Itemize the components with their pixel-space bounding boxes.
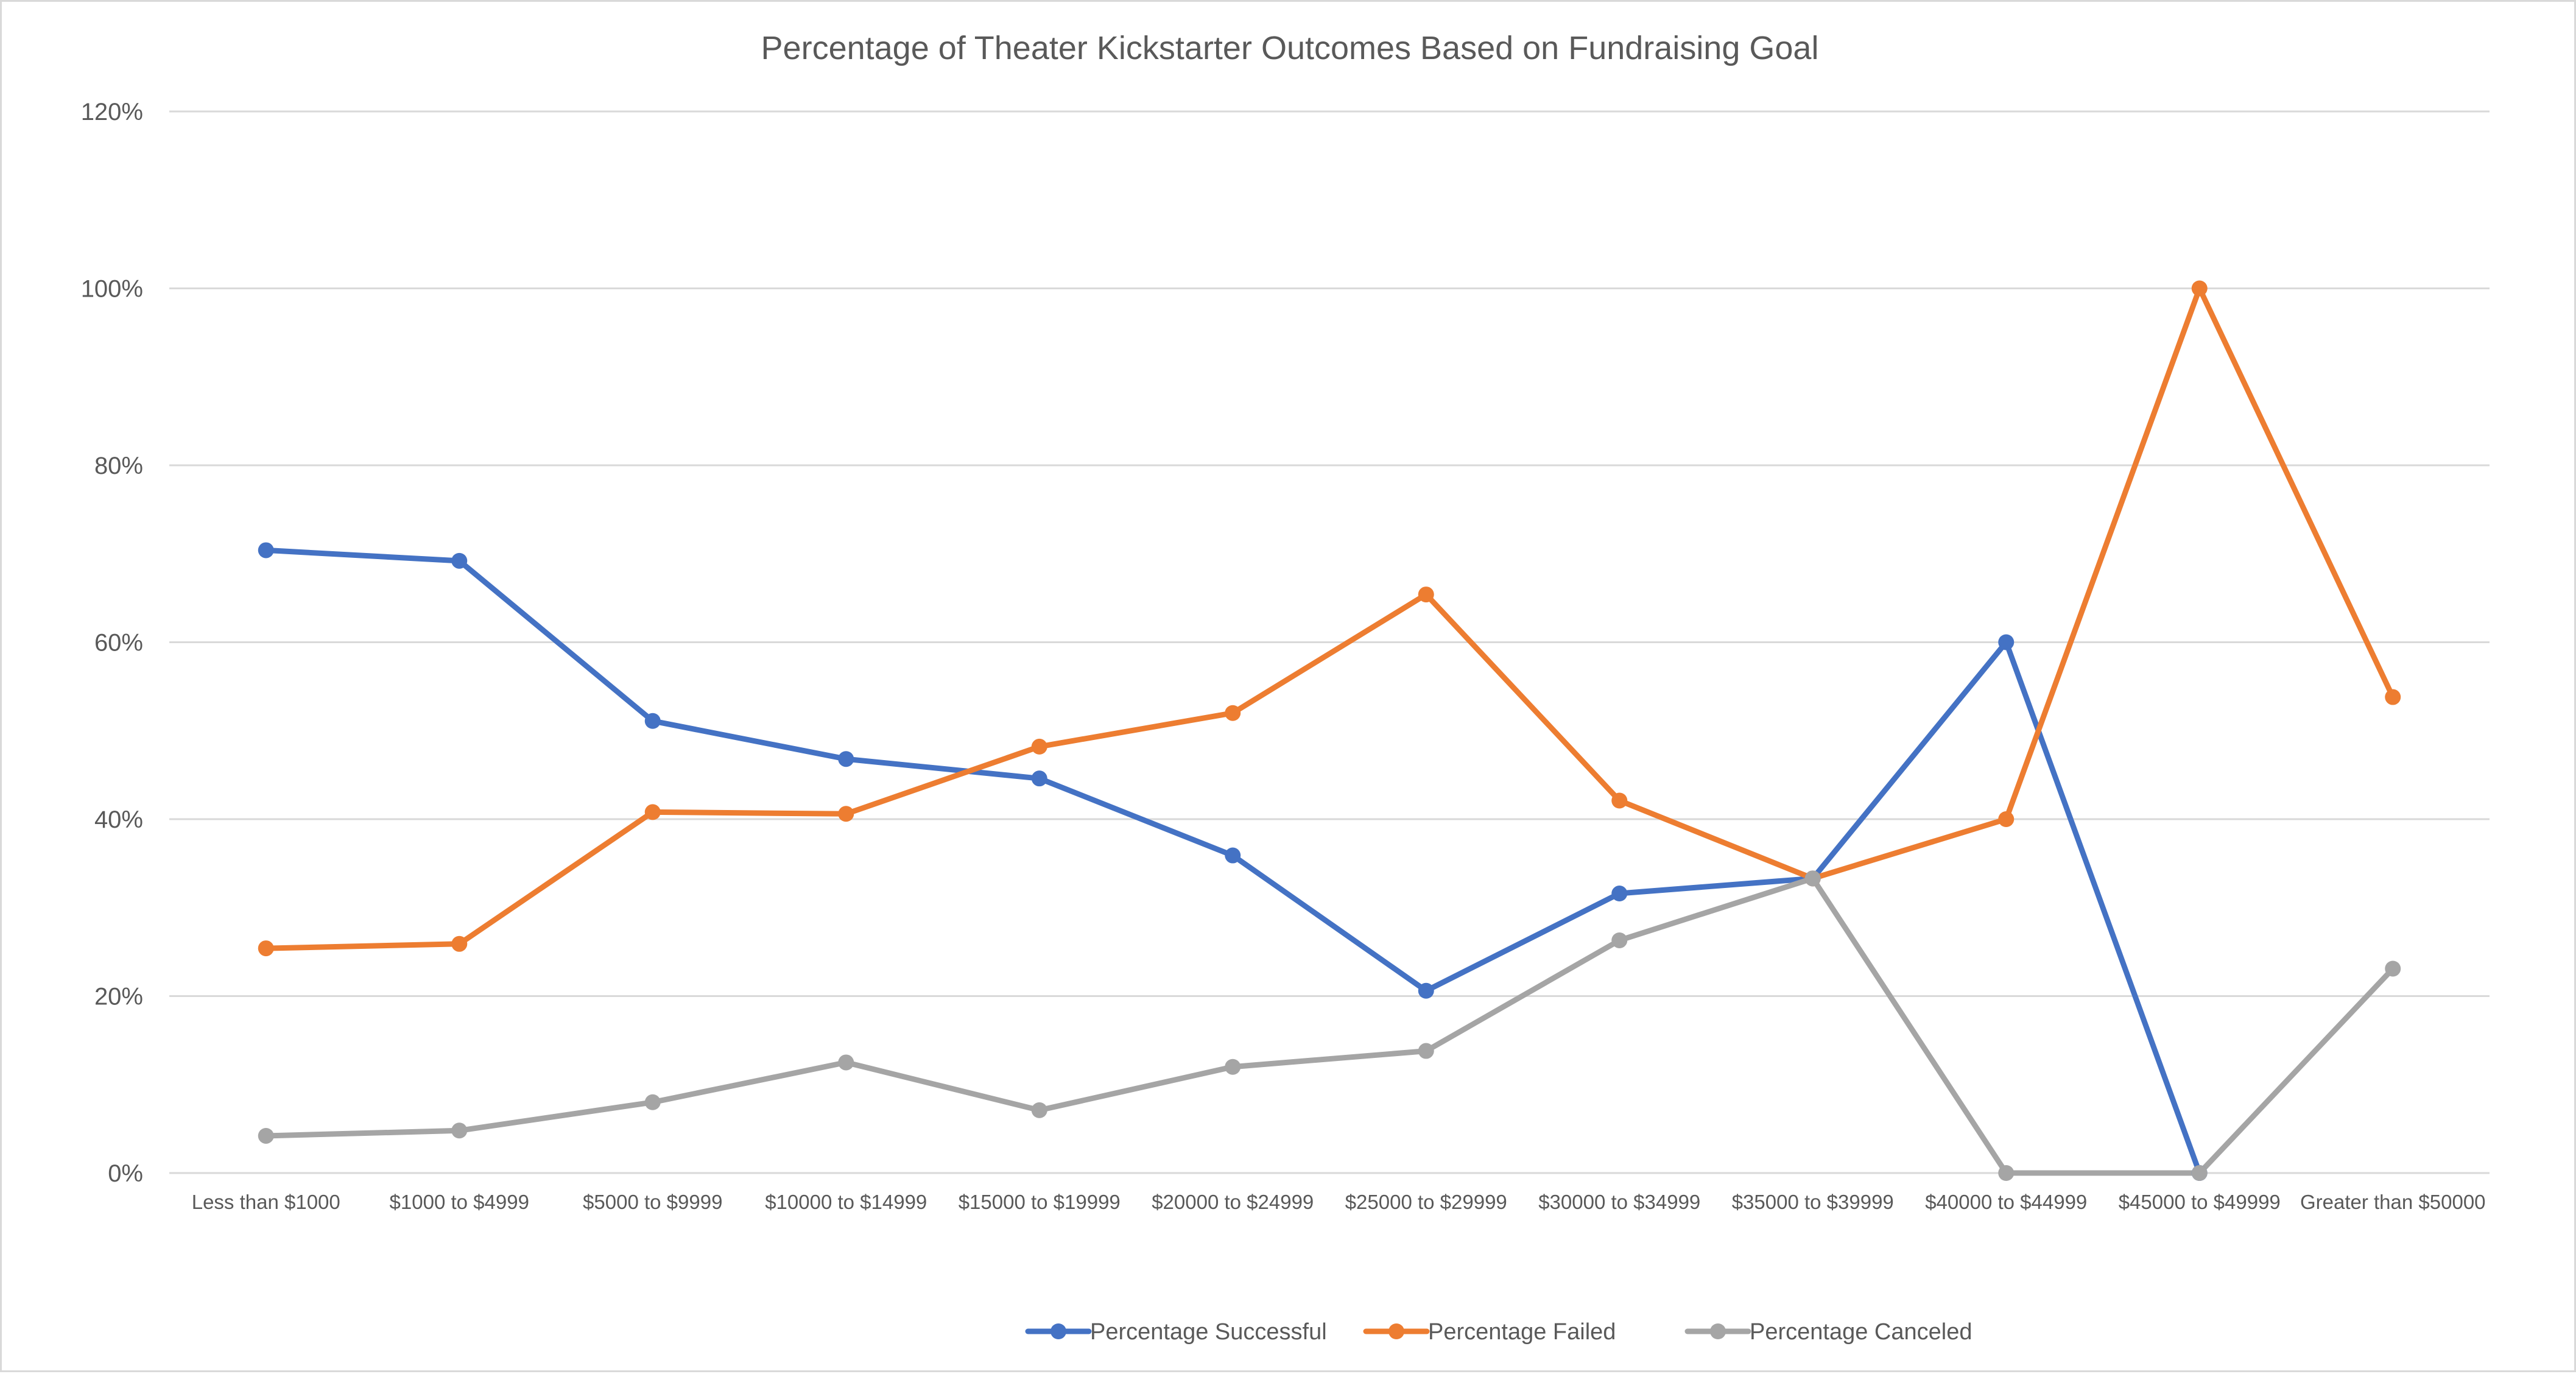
x-axis-category-labels: Less than $1000 $1000 to $4999 $5000 to $9… bbox=[192, 1191, 2486, 1213]
x-tick-label: $25000 to $29999 bbox=[1345, 1191, 1507, 1213]
data-point bbox=[838, 751, 854, 767]
y-tick-label: 40% bbox=[94, 806, 143, 833]
x-tick-label: Less than $1000 bbox=[192, 1191, 340, 1213]
data-point bbox=[1031, 770, 1047, 787]
data-point bbox=[644, 804, 661, 820]
y-tick-label: 80% bbox=[94, 453, 143, 479]
y-tick-label: 0% bbox=[108, 1160, 143, 1187]
data-point bbox=[451, 552, 468, 569]
data-point bbox=[1998, 811, 2015, 827]
legend-swatch-marker bbox=[1710, 1323, 1726, 1339]
legend-swatch-marker bbox=[1388, 1323, 1404, 1339]
data-point bbox=[1611, 792, 1628, 809]
x-tick-label: $15000 to $19999 bbox=[959, 1191, 1121, 1213]
x-tick-label: $20000 to $24999 bbox=[1152, 1191, 1314, 1213]
data-point bbox=[1998, 634, 2015, 650]
data-point bbox=[451, 1122, 468, 1139]
data-point bbox=[1031, 738, 1047, 755]
y-tick-label: 60% bbox=[94, 630, 143, 657]
data-point bbox=[1418, 982, 1434, 999]
x-tick-label: $5000 to $9999 bbox=[583, 1191, 722, 1213]
data-point bbox=[1031, 1102, 1047, 1118]
data-point bbox=[1225, 705, 1241, 721]
data-point bbox=[1225, 1059, 1241, 1075]
data-point bbox=[258, 542, 274, 558]
data-point bbox=[2385, 960, 2401, 977]
data-point bbox=[1804, 870, 1821, 887]
legend-label: Percentage Failed bbox=[1428, 1319, 1616, 1345]
data-point bbox=[1418, 587, 1434, 603]
y-tick-label: 20% bbox=[94, 984, 143, 1010]
legend-swatch-marker bbox=[1050, 1323, 1066, 1339]
data-point bbox=[1611, 932, 1628, 948]
y-axis-tick-labels: 0% 20% 40% 60% 80% 100% 120% bbox=[81, 99, 143, 1187]
series-points-percentage-canceled bbox=[258, 870, 2401, 1181]
legend-label: Percentage Canceled bbox=[1750, 1319, 1972, 1345]
x-tick-label: $40000 to $44999 bbox=[1925, 1191, 2087, 1213]
series-lines bbox=[258, 280, 2401, 1181]
data-point bbox=[2191, 1165, 2208, 1181]
chart-title: Percentage of Theater Kickstarter Outcom… bbox=[761, 30, 1819, 66]
series-line-percentage-failed bbox=[263, 286, 2396, 951]
x-tick-label: $1000 to $4999 bbox=[390, 1191, 529, 1213]
legend-label: Percentage Successful bbox=[1090, 1319, 1327, 1345]
data-point bbox=[258, 940, 274, 957]
data-point bbox=[2191, 280, 2208, 297]
data-point bbox=[1998, 1165, 2015, 1181]
legend: Percentage Successful Percentage Failed Pe… bbox=[1025, 1319, 1972, 1345]
data-point bbox=[644, 713, 661, 729]
y-tick-label: 100% bbox=[81, 276, 143, 303]
x-tick-label: $45000 to $49999 bbox=[2119, 1191, 2281, 1213]
data-point bbox=[838, 1054, 854, 1071]
series-line-percentage-canceled bbox=[263, 875, 2396, 1176]
data-point bbox=[644, 1094, 661, 1110]
data-point bbox=[2385, 689, 2401, 705]
data-point bbox=[258, 1127, 274, 1144]
data-point bbox=[451, 935, 468, 952]
x-tick-label: $10000 to $14999 bbox=[765, 1191, 927, 1213]
x-tick-label: Greater than $50000 bbox=[2300, 1191, 2486, 1213]
data-point bbox=[1418, 1043, 1434, 1059]
data-point bbox=[838, 806, 854, 822]
x-tick-label: $30000 to $34999 bbox=[1538, 1191, 1700, 1213]
y-tick-label: 120% bbox=[81, 99, 143, 125]
data-point bbox=[1225, 847, 1241, 864]
data-point bbox=[1611, 886, 1628, 902]
x-tick-label: $35000 to $39999 bbox=[1732, 1191, 1894, 1213]
